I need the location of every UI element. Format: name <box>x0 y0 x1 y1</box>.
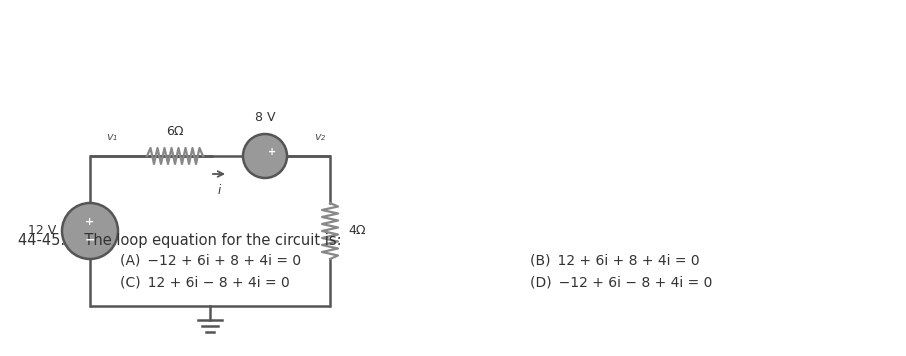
Text: +: + <box>85 217 94 227</box>
Circle shape <box>243 134 287 178</box>
Text: (B) 12 + 6i + 8 + 4i = 0: (B) 12 + 6i + 8 + 4i = 0 <box>530 254 699 268</box>
Text: (A) −12 + 6i + 8 + 4i = 0: (A) −12 + 6i + 8 + 4i = 0 <box>120 254 301 268</box>
Text: (C) 12 + 6i − 8 + 4i = 0: (C) 12 + 6i − 8 + 4i = 0 <box>120 276 290 290</box>
Text: v₂: v₂ <box>314 132 325 142</box>
Text: v₁: v₁ <box>106 132 118 142</box>
Circle shape <box>62 203 118 259</box>
Text: 8 V: 8 V <box>255 111 275 124</box>
Text: 44-45.  The loop equation for the circuit is:: 44-45. The loop equation for the circuit… <box>18 233 342 248</box>
Text: 4Ω: 4Ω <box>348 225 365 237</box>
Text: 6Ω: 6Ω <box>166 125 184 138</box>
Text: 12 V: 12 V <box>28 225 56 237</box>
Text: (D) −12 + 6i − 8 + 4i = 0: (D) −12 + 6i − 8 + 4i = 0 <box>530 276 712 290</box>
Text: i: i <box>217 184 221 197</box>
Text: +: + <box>268 147 276 157</box>
Text: −: − <box>85 234 95 246</box>
